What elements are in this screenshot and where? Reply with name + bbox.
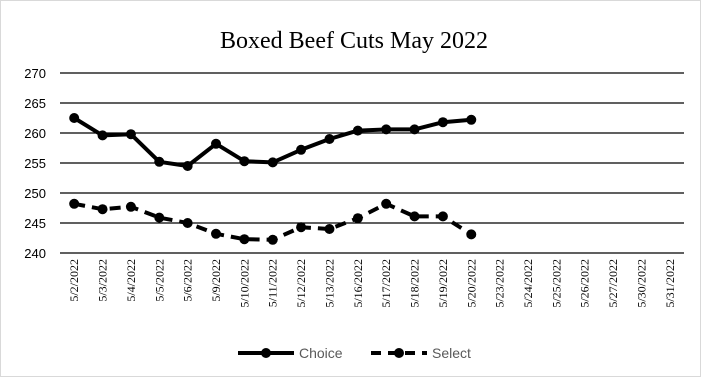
x-tick-label: 5/19/2022	[436, 259, 450, 308]
x-tick-label: 5/31/2022	[663, 259, 677, 308]
data-point-choice	[352, 125, 363, 136]
x-tick-label: 5/18/2022	[408, 259, 422, 308]
series-group	[69, 113, 477, 245]
data-point-select	[381, 198, 392, 209]
data-point-choice	[466, 114, 477, 125]
legend-item-select: Select	[371, 345, 471, 361]
x-tick-label: 5/13/2022	[322, 259, 336, 308]
data-point-choice	[211, 138, 221, 149]
data-point-select	[409, 211, 420, 222]
legend-marker-choice	[261, 348, 271, 358]
data-point-select	[211, 228, 221, 239]
data-point-select	[466, 229, 477, 240]
x-tick-label: 5/3/2022	[96, 259, 110, 302]
x-tick-label: 5/10/2022	[237, 259, 251, 308]
x-tick-label: 5/4/2022	[124, 259, 138, 302]
data-point-select	[296, 222, 307, 233]
data-point-choice	[437, 117, 448, 128]
x-tick-label: 5/16/2022	[351, 259, 365, 308]
data-point-select	[97, 204, 108, 215]
x-tick-label: 5/25/2022	[549, 259, 563, 308]
x-tick-label: 5/9/2022	[209, 259, 223, 302]
x-tick-label: 5/23/2022	[493, 259, 507, 308]
data-point-choice	[409, 124, 420, 135]
legend-label-select: Select	[432, 345, 471, 361]
x-tick-label: 5/24/2022	[521, 259, 535, 308]
x-tick-label: 5/27/2022	[606, 259, 620, 308]
y-tick-label: 255	[24, 156, 46, 171]
data-point-select	[69, 198, 80, 209]
legend-marker-select	[394, 348, 404, 358]
data-point-select	[324, 224, 335, 234]
x-tick-label: 5/17/2022	[379, 259, 393, 308]
x-tick-label: 5/26/2022	[578, 259, 592, 308]
y-tick-label: 270	[24, 66, 46, 81]
data-point-choice	[381, 124, 392, 135]
x-tick-label: 5/2/2022	[67, 259, 81, 302]
x-axis-ticks: 5/2/2022 5/3/2022 5/4/2022 5/5/2022 5/6/2022…	[67, 259, 677, 308]
data-point-select	[352, 213, 363, 224]
chart-title: Boxed Beef Cuts May 2022	[220, 28, 488, 54]
data-point-choice	[267, 157, 278, 168]
legend-label-choice: Choice	[299, 345, 343, 361]
y-axis-ticks: 240 245 250 255 260 265 270	[24, 66, 46, 261]
data-point-choice	[154, 156, 165, 167]
data-point-select	[182, 218, 193, 228]
data-point-select	[267, 234, 278, 245]
x-tick-label: 5/12/2022	[294, 259, 308, 308]
data-point-choice	[69, 113, 80, 123]
legend-item-choice: Choice	[238, 345, 343, 361]
x-tick-label: 5/30/2022	[634, 259, 648, 308]
x-tick-label: 5/5/2022	[152, 259, 166, 302]
y-tick-label: 250	[24, 186, 46, 201]
data-point-select	[125, 201, 136, 212]
data-point-choice	[97, 130, 108, 141]
data-point-choice	[182, 161, 193, 171]
data-point-choice	[125, 129, 136, 140]
data-point-choice	[239, 156, 250, 167]
data-point-select	[239, 234, 250, 245]
data-point-select	[154, 212, 165, 223]
gridlines	[60, 72, 684, 254]
y-tick-label: 260	[24, 126, 46, 141]
y-tick-label: 245	[24, 216, 46, 231]
data-point-select	[437, 211, 448, 222]
y-tick-label: 240	[24, 246, 46, 261]
data-point-choice	[324, 134, 335, 144]
legend: Choice Select	[238, 345, 471, 361]
data-point-choice	[296, 144, 307, 155]
x-tick-label: 5/20/2022	[464, 259, 478, 308]
x-tick-label: 5/6/2022	[181, 259, 195, 302]
x-tick-label: 5/11/2022	[266, 259, 280, 307]
y-tick-label: 265	[24, 96, 46, 111]
